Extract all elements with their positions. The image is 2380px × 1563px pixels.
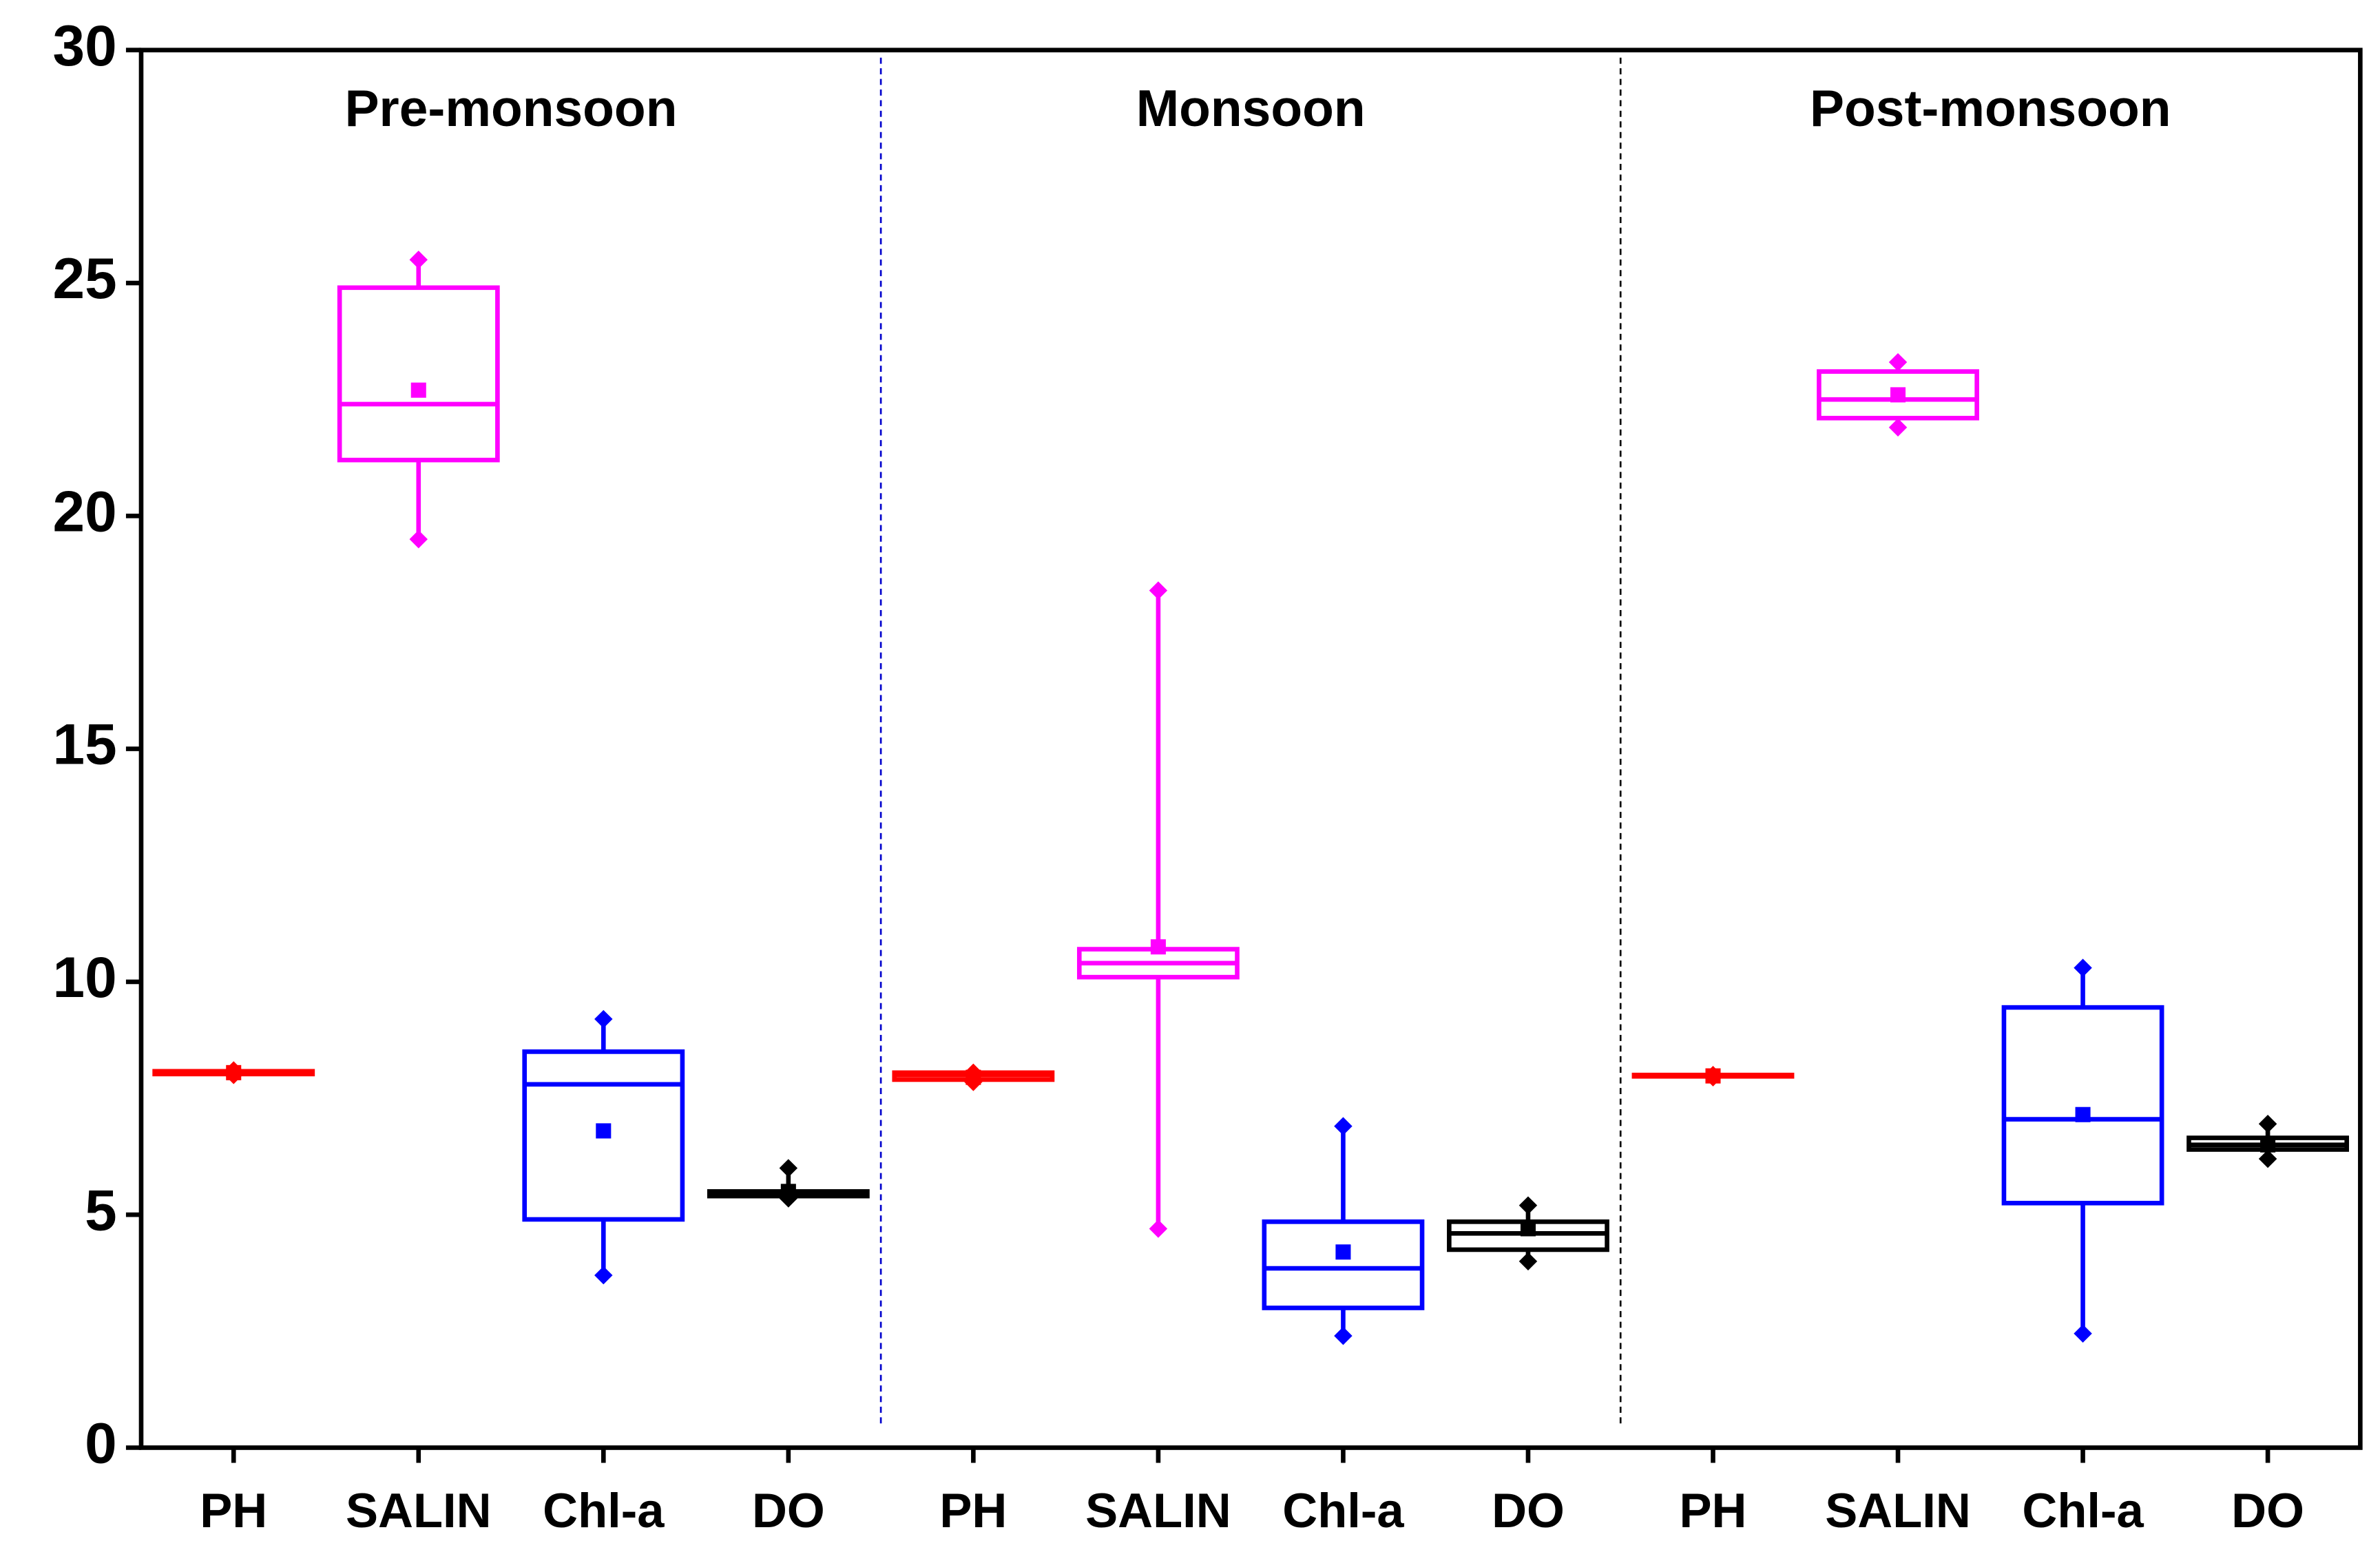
- whisker-end: [2074, 958, 2092, 977]
- mean: [1150, 939, 1166, 955]
- box: [337, 285, 500, 463]
- mean: [965, 1069, 981, 1085]
- box: [1262, 1219, 1425, 1310]
- whisker-end: [1149, 581, 1168, 600]
- mean: [1335, 1244, 1351, 1260]
- y-tick-label: 10: [53, 945, 117, 1009]
- y-tick-label: 30: [53, 13, 117, 78]
- mean: [2260, 1137, 2276, 1153]
- whisker-end: [1149, 1219, 1168, 1238]
- whisker-end: [594, 1009, 613, 1029]
- whisker-end: [2258, 1149, 2277, 1168]
- mean: [226, 1064, 242, 1080]
- x-tick-label: SALIN: [1825, 1483, 1971, 1538]
- x-tick-label: PH: [939, 1483, 1007, 1538]
- x-tick-label: SALIN: [346, 1483, 492, 1538]
- x-tick-label: SALIN: [1085, 1483, 1231, 1538]
- whisker-end: [409, 529, 428, 549]
- whisker-end: [1888, 353, 1908, 372]
- y-tick-label: 0: [85, 1411, 117, 1476]
- mean: [780, 1184, 796, 1199]
- whisker-end: [409, 250, 428, 269]
- x-tick-label: Chl-a: [2022, 1483, 2144, 1538]
- whisker-end: [2258, 1115, 2277, 1133]
- x-tick-label: DO: [752, 1483, 825, 1538]
- mean: [2075, 1106, 2091, 1122]
- whisker-end: [779, 1159, 798, 1177]
- x-tick-label: PH: [1680, 1483, 1747, 1538]
- box: [2001, 1005, 2164, 1206]
- mean: [1705, 1068, 1721, 1084]
- whisker-end: [1518, 1252, 1538, 1271]
- x-tick-label: DO: [2231, 1483, 2304, 1538]
- y-tick-label: 5: [85, 1177, 117, 1242]
- group-title: Pre-monsoon: [345, 79, 678, 137]
- y-tick-label: 15: [53, 712, 117, 777]
- plot-frame: [138, 48, 2363, 1450]
- whisker-end: [1888, 418, 1908, 437]
- x-tick-label: PH: [200, 1483, 267, 1538]
- whisker-end: [594, 1266, 613, 1285]
- x-tick-label: Chl-a: [543, 1483, 665, 1538]
- whisker-end: [1518, 1196, 1538, 1215]
- whisker-end: [2074, 1324, 2092, 1343]
- whisker-end: [1334, 1117, 1353, 1135]
- mean: [410, 382, 426, 398]
- whisker-end: [1334, 1326, 1353, 1345]
- group-title: Post-monsoon: [1810, 79, 2171, 137]
- y-tick-label: 20: [53, 479, 117, 543]
- mean: [1520, 1221, 1536, 1237]
- y-tick-label: 25: [53, 246, 117, 311]
- mean: [1890, 387, 1906, 403]
- x-tick-label: Chl-a: [1282, 1483, 1404, 1538]
- mean: [596, 1123, 612, 1139]
- group-title: Monsoon: [1136, 79, 1366, 137]
- x-tick-label: DO: [1492, 1483, 1565, 1538]
